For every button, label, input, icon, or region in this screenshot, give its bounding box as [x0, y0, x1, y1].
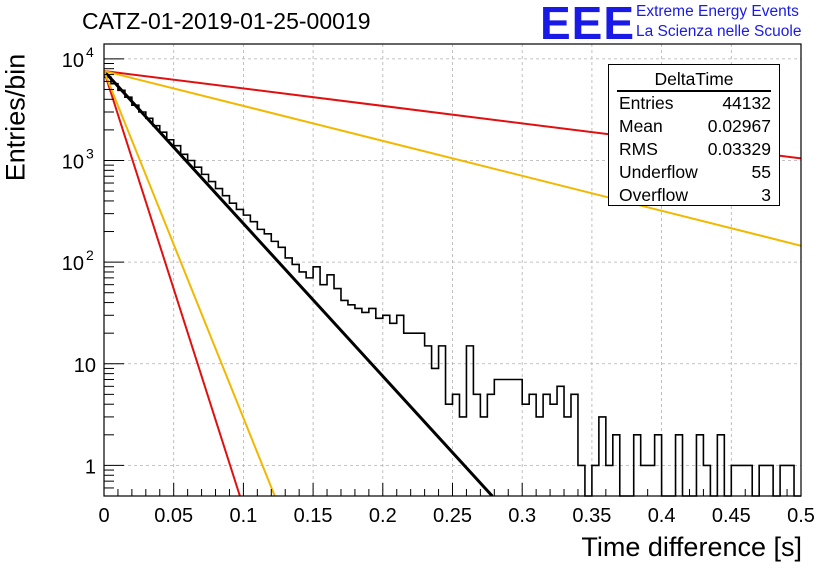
y-tick-label: 10: [74, 355, 96, 377]
stats-divider: [617, 90, 771, 92]
y-tick-label: 10: [62, 151, 84, 173]
stats-title: DeltaTime: [654, 69, 734, 89]
x-tick-label: 0.4: [648, 505, 676, 527]
x-axis-label: Time difference [s]: [581, 532, 802, 562]
stats-value: 0.02967: [707, 116, 771, 136]
axis-ticks: [103, 58, 802, 497]
x-tick-label: 0.2: [369, 505, 397, 527]
y-axis-label: Entries/bin: [0, 53, 31, 182]
x-tick-label: 0.15: [294, 505, 333, 527]
x-tick-label: 0.05: [154, 505, 193, 527]
stats-value: 44132: [722, 93, 771, 113]
chart-title: CATZ-01-2019-01-25-00019: [82, 8, 371, 34]
stats-box: DeltaTime Entries 44132 Mean 0.02967 RMS…: [608, 64, 780, 206]
stats-row-mean: Mean 0.02967: [619, 116, 771, 138]
x-tick-label: 0.1: [229, 505, 257, 527]
y-tick-label: 10: [62, 253, 84, 275]
x-tick-labels: 0 0.05 0.1 0.15 0.2 0.25 0.3 0.35 0.4 0.45 0.5: [98, 505, 814, 527]
stats-key: Entries: [619, 93, 674, 113]
x-tick-label: 0.3: [508, 505, 536, 527]
stats-value: 3: [761, 185, 771, 205]
x-tick-label: 0.45: [712, 505, 751, 527]
x-tick-label: 0.5: [787, 505, 815, 527]
stats-row-rms: RMS 0.03329: [619, 139, 771, 161]
logo-line-1: Extreme Energy Events: [636, 3, 799, 20]
stats-key: RMS: [619, 139, 658, 159]
fit-line-black-0: [104, 69, 494, 496]
stats-value: 55: [751, 162, 771, 182]
stats-key: Underflow: [619, 162, 698, 182]
y-tick-exponent: 4: [86, 44, 94, 60]
stats-row-overflow: Overflow 3: [619, 185, 771, 207]
stats-key: Overflow: [619, 185, 689, 205]
stats-value: 0.03329: [707, 139, 771, 159]
stats-row-underflow: Underflow 55: [619, 162, 771, 184]
fit-line-orange-2: [104, 69, 801, 247]
x-tick-label: 0.25: [433, 505, 472, 527]
logo-line-2: La Scienza nelle Scuole: [636, 23, 802, 40]
y-tick-exponent: 2: [86, 247, 94, 263]
x-tick-label: 0.35: [572, 505, 611, 527]
stats-key: Mean: [619, 116, 663, 136]
grid-lines: [104, 44, 801, 496]
x-tick-label: 0: [98, 505, 109, 527]
y-tick-label: 10: [62, 50, 84, 72]
y-tick-exponent: 3: [86, 145, 94, 161]
eee-logo: EEE: [540, 0, 636, 49]
fit-line-orange-4: [104, 70, 276, 496]
stats-row-entries: Entries 44132: [619, 93, 771, 115]
fit-line-red-3: [104, 70, 241, 496]
y-tick-label: 1: [85, 456, 96, 478]
